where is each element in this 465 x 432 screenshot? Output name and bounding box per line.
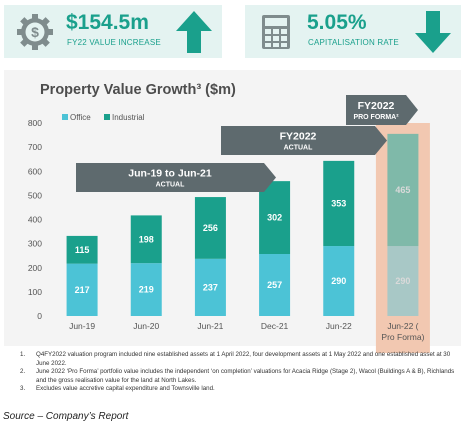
bar-office: [194, 258, 226, 316]
bar-office: [323, 246, 355, 316]
banner-fy2022-actual-title: FY2022: [280, 131, 317, 143]
source-note: Source – Company’s Report: [3, 411, 129, 422]
banner-jun19-jun21: [76, 163, 276, 192]
x-tick-label: Jun-22 (: [387, 321, 418, 331]
banner-fy2022-actual: [221, 126, 387, 155]
banner-fy2022-proforma: [346, 95, 418, 125]
x-tick-label: Pro Forma): [381, 332, 424, 342]
y-tick-label: 100: [28, 287, 42, 297]
banner-fy2022-proforma-title: FY2022: [358, 100, 395, 112]
data-label-office: 290: [395, 276, 410, 286]
banner-fy2022-proforma-subtitle: PRO FORMA²: [353, 114, 399, 121]
y-tick-label: 200: [28, 263, 42, 273]
kpi-value-increase: $ $154.5m FY22 VALUE INCREASE: [4, 5, 222, 58]
bar-industrial: [387, 133, 419, 247]
banner-fy2022-actual-subtitle: ACTUAL: [284, 145, 313, 152]
data-label-office: 257: [267, 280, 282, 290]
data-label-industrial: 353: [331, 198, 346, 208]
kpi-label: CAPITALISATION RATE: [308, 38, 399, 47]
footnote: 3. Excludes value accretive capital expen…: [20, 385, 215, 393]
data-label-office: 219: [139, 285, 154, 295]
data-label-office: 237: [203, 282, 218, 292]
footnote: 2. June 2022 ‘Pro Forma’ portfolio value …: [20, 368, 455, 384]
legend-swatch-industrial: [104, 114, 110, 120]
kpi-value: 5.05%: [307, 11, 367, 34]
dollar-gear-icon: $: [17, 14, 53, 50]
legend-item-industrial: Industrial: [104, 113, 144, 122]
bar-industrial: [323, 160, 355, 247]
chart-title: Property Value Growth³ ($m): [40, 82, 236, 98]
x-tick-label: Jun-19: [69, 321, 95, 331]
arrow-up-icon: [176, 11, 212, 53]
x-tick-label: Jun-21: [197, 321, 223, 331]
data-label-industrial: 465: [395, 185, 410, 195]
y-tick-label: 600: [28, 166, 42, 176]
svg-text:$: $: [31, 24, 39, 40]
footnotes: 1. Q4FY2022 valuation program included ni…: [20, 351, 460, 394]
bar-industrial: [194, 197, 226, 259]
legend-item-office: Office: [62, 113, 91, 122]
x-tick-label: Jun-22: [326, 321, 352, 331]
bar-industrial: [66, 235, 98, 264]
y-tick-label: 400: [28, 215, 42, 225]
bar-office: [387, 246, 419, 316]
bar-office: [130, 263, 162, 316]
data-label-industrial: 256: [203, 223, 218, 233]
y-tick-label: 300: [28, 239, 42, 249]
data-label-office: 217: [75, 285, 90, 295]
kpi-cap-rate: 5.05% CAPITALISATION RATE: [245, 5, 461, 58]
banner-jun19-jun21-subtitle: ACTUAL: [156, 182, 185, 189]
data-label-industrial: 198: [139, 234, 154, 244]
y-tick-label: 500: [28, 190, 42, 200]
y-tick-label: 0: [37, 311, 42, 321]
data-label-industrial: 115: [75, 245, 90, 255]
footnote: 1. Q4FY2022 valuation program included ni…: [20, 351, 451, 367]
bar-industrial: [259, 181, 291, 254]
bar-office: [259, 253, 291, 316]
bar-office: [66, 263, 98, 316]
x-tick-label: Jun-20: [133, 321, 159, 331]
x-tick-label: Dec-21: [261, 321, 289, 331]
legend-label-office: Office: [70, 113, 91, 122]
y-tick-label: 800: [28, 118, 42, 128]
bar-industrial: [130, 215, 162, 264]
legend-label-industrial: Industrial: [112, 113, 145, 122]
kpi-value: $154.5m: [66, 11, 149, 34]
banner-jun19-jun21-title: Jun-19 to Jun-21: [128, 168, 212, 180]
data-label-industrial: 302: [267, 213, 282, 223]
legend-swatch-office: [62, 114, 68, 120]
data-label-office: 290: [331, 276, 346, 286]
calculator-icon: [262, 15, 290, 49]
arrow-down-icon: [415, 11, 451, 53]
kpi-label: FY22 VALUE INCREASE: [67, 38, 161, 47]
y-tick-label: 700: [28, 142, 42, 152]
